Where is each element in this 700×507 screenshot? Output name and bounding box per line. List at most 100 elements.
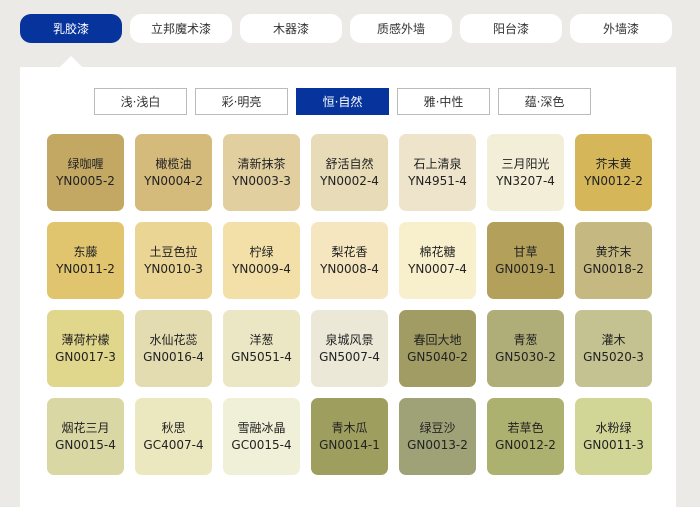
color-swatch[interactable]: 秋思 GC4007-4 <box>135 398 212 475</box>
swatch-name: 棉花糖 <box>419 244 456 259</box>
color-swatch[interactable]: 清新抹茶 YN0003-3 <box>223 134 300 211</box>
tone-tab-3[interactable]: 雅·中性 <box>397 88 490 115</box>
color-swatch[interactable]: 青木瓜 GN0014-1 <box>311 398 388 475</box>
swatch-name: 东藤 <box>73 244 98 259</box>
swatch-code: GN0015-4 <box>55 437 116 452</box>
swatch-name: 土豆色拉 <box>149 244 198 259</box>
tone-tab-0[interactable]: 浅·浅白 <box>94 88 187 115</box>
swatch-name: 石上清泉 <box>413 156 462 171</box>
swatch-name: 秋思 <box>161 420 186 435</box>
swatch-name: 青木瓜 <box>331 420 368 435</box>
swatch-code: GN5051-4 <box>231 349 292 364</box>
tab-5[interactable]: 外墙漆 <box>570 14 672 43</box>
color-panel: 浅·浅白 彩·明亮 恒·自然 雅·中性 蕴·深色 绿咖喱 YN0005-2 橄榄油 YN000… <box>20 67 676 507</box>
color-swatch[interactable]: 青葱 GN5030-2 <box>487 310 564 387</box>
color-swatch[interactable]: 黄芥末 GN0018-2 <box>575 222 652 299</box>
swatch-code: YN0007-4 <box>408 261 467 276</box>
color-swatch[interactable]: 棉花糖 YN0007-4 <box>399 222 476 299</box>
swatch-name: 绿豆沙 <box>419 420 456 435</box>
swatch-code: GC0015-4 <box>231 437 292 452</box>
swatch-code: GN5040-2 <box>407 349 468 364</box>
swatch-code: GN5020-3 <box>583 349 644 364</box>
color-swatch[interactable]: 烟花三月 GN0015-4 <box>47 398 124 475</box>
color-swatch[interactable]: 泉城风景 GN5007-4 <box>311 310 388 387</box>
swatch-code: YN0008-4 <box>320 261 379 276</box>
swatch-name: 青葱 <box>513 332 538 347</box>
swatch-name: 舒活自然 <box>325 156 374 171</box>
color-swatch[interactable]: 东藤 YN0011-2 <box>47 222 124 299</box>
swatch-code: YN0012-2 <box>584 173 643 188</box>
swatch-code: GN5007-4 <box>319 349 380 364</box>
color-swatch[interactable]: 舒活自然 YN0002-4 <box>311 134 388 211</box>
swatch-name: 烟花三月 <box>61 420 110 435</box>
swatch-name: 薄荷柠檬 <box>61 332 110 347</box>
swatch-name: 橄榄油 <box>155 156 192 171</box>
tone-tab-1[interactable]: 彩·明亮 <box>195 88 288 115</box>
swatch-code: GN0019-1 <box>495 261 556 276</box>
swatch-name: 黄芥末 <box>595 244 632 259</box>
color-swatch[interactable]: 绿咖喱 YN0005-2 <box>47 134 124 211</box>
swatch-name: 绿咖喱 <box>67 156 104 171</box>
swatch-code: YN0002-4 <box>320 173 379 188</box>
swatch-code: GN0014-1 <box>319 437 380 452</box>
color-swatch[interactable]: 芥末黄 YN0012-2 <box>575 134 652 211</box>
swatch-code: YN0005-2 <box>56 173 115 188</box>
swatch-code: YN0011-2 <box>56 261 115 276</box>
color-swatch[interactable]: 石上清泉 YN4951-4 <box>399 134 476 211</box>
tab-2[interactable]: 木器漆 <box>240 14 342 43</box>
tab-1[interactable]: 立邦魔术漆 <box>130 14 232 43</box>
swatch-code: YN0010-3 <box>144 261 203 276</box>
color-swatch[interactable]: 土豆色拉 YN0010-3 <box>135 222 212 299</box>
color-swatch[interactable]: 橄榄油 YN0004-2 <box>135 134 212 211</box>
swatch-name: 水仙花蕊 <box>149 332 198 347</box>
color-swatch[interactable]: 雪融冰晶 GC0015-4 <box>223 398 300 475</box>
color-swatch[interactable]: 灌木 GN5020-3 <box>575 310 652 387</box>
color-swatch[interactable]: 三月阳光 YN3207-4 <box>487 134 564 211</box>
swatch-code: YN3207-4 <box>496 173 555 188</box>
swatch-name: 三月阳光 <box>501 156 550 171</box>
swatch-code: GN5030-2 <box>495 349 556 364</box>
swatch-name: 柠绿 <box>249 244 274 259</box>
color-swatch[interactable]: 绿豆沙 GN0013-2 <box>399 398 476 475</box>
tone-tab-2[interactable]: 恒·自然 <box>296 88 389 115</box>
swatch-grid: 绿咖喱 YN0005-2 橄榄油 YN0004-2 清新抹茶 YN0003-3 舒活自然 YN… <box>47 134 652 475</box>
tone-tab-4[interactable]: 蕴·深色 <box>498 88 591 115</box>
swatch-name: 清新抹茶 <box>237 156 286 171</box>
swatch-name: 若草色 <box>507 420 544 435</box>
color-swatch[interactable]: 甘草 GN0019-1 <box>487 222 564 299</box>
swatch-code: YN0004-2 <box>144 173 203 188</box>
color-swatch[interactable]: 薄荷柠檬 GN0017-3 <box>47 310 124 387</box>
color-swatch[interactable]: 若草色 GN0012-2 <box>487 398 564 475</box>
swatch-name: 春回大地 <box>413 332 462 347</box>
swatch-name: 洋葱 <box>249 332 274 347</box>
swatch-name: 芥末黄 <box>595 156 632 171</box>
tone-tabs: 浅·浅白 彩·明亮 恒·自然 雅·中性 蕴·深色 <box>94 88 591 115</box>
color-swatch[interactable]: 水粉绿 GN0011-3 <box>575 398 652 475</box>
swatch-code: GN0018-2 <box>583 261 644 276</box>
swatch-code: GN0017-3 <box>55 349 116 364</box>
swatch-name: 水粉绿 <box>595 420 632 435</box>
swatch-name: 甘草 <box>513 244 538 259</box>
tab-4[interactable]: 阳台漆 <box>460 14 562 43</box>
swatch-code: GN0011-3 <box>583 437 644 452</box>
tab-3[interactable]: 质感外墙 <box>350 14 452 43</box>
category-tabs: 乳胶漆 立邦魔术漆 木器漆 质感外墙 阳台漆 外墙漆 <box>20 14 672 43</box>
swatch-name: 泉城风景 <box>325 332 374 347</box>
tab-0[interactable]: 乳胶漆 <box>20 14 122 43</box>
swatch-code: GN0013-2 <box>407 437 468 452</box>
swatch-code: GC4007-4 <box>143 437 204 452</box>
color-swatch[interactable]: 梨花香 YN0008-4 <box>311 222 388 299</box>
swatch-code: YN0003-3 <box>232 173 291 188</box>
swatch-code: GN0016-4 <box>143 349 204 364</box>
swatch-name: 梨花香 <box>331 244 368 259</box>
swatch-code: GN0012-2 <box>495 437 556 452</box>
swatch-code: YN0009-4 <box>232 261 291 276</box>
active-tab-pointer <box>60 56 82 67</box>
color-swatch[interactable]: 柠绿 YN0009-4 <box>223 222 300 299</box>
swatch-name: 雪融冰晶 <box>237 420 286 435</box>
color-swatch[interactable]: 水仙花蕊 GN0016-4 <box>135 310 212 387</box>
swatch-code: YN4951-4 <box>408 173 467 188</box>
swatch-name: 灌木 <box>601 332 626 347</box>
color-swatch[interactable]: 洋葱 GN5051-4 <box>223 310 300 387</box>
color-swatch[interactable]: 春回大地 GN5040-2 <box>399 310 476 387</box>
